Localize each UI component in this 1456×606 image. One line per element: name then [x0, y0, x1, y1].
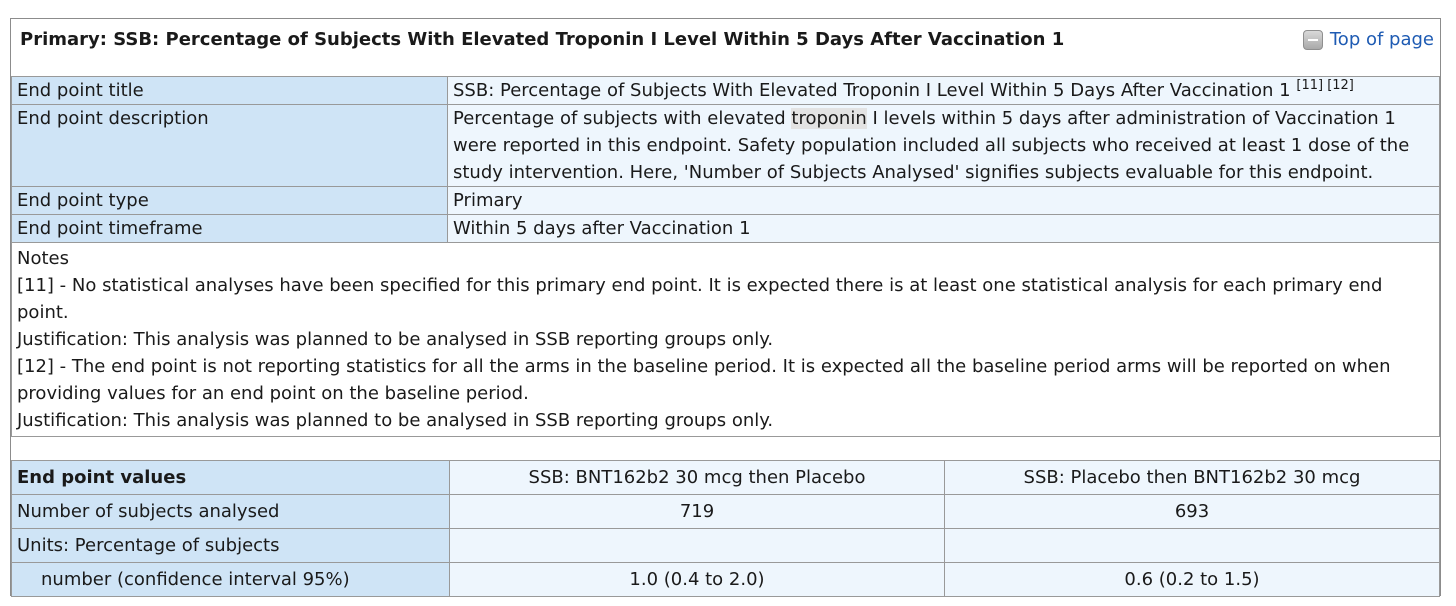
measure-value: 0.6 (0.2 to 1.5) — [944, 562, 1440, 597]
endpoint-panel: Primary: SSB: Percentage of Subjects Wit… — [10, 18, 1441, 597]
analysed-row: Number of subjects analysed 719 693 — [11, 494, 1440, 529]
description-row: End point description Percentage of subj… — [11, 104, 1440, 187]
description-value: Percentage of subjects with elevated tro… — [447, 104, 1440, 187]
collapse-icon[interactable] — [1302, 29, 1323, 50]
type-label: End point type — [11, 186, 448, 215]
type-value: Primary — [447, 186, 1440, 215]
title-value: SSB: Percentage of Subjects With Elevate… — [447, 76, 1440, 105]
note-line: Justification: This analysis was planned… — [17, 410, 774, 431]
title-label: End point title — [11, 76, 448, 105]
type-row: End point type Primary — [11, 186, 1440, 215]
title-text: SSB: Percentage of Subjects With Elevate… — [453, 80, 1291, 101]
measure-value: 1.0 (0.4 to 2.0) — [449, 562, 945, 597]
units-empty-cell — [944, 528, 1440, 563]
units-empty-cell — [449, 528, 945, 563]
units-label: Units: Percentage of subjects — [11, 528, 450, 563]
description-rest: I levels within 5 days after administrat… — [453, 108, 1410, 183]
endpoint-heading: Primary: SSB: Percentage of Subjects Wit… — [20, 29, 1065, 50]
notes-cell: Notes [11] - No statistical analyses hav… — [11, 242, 1440, 437]
highlighted-word: troponin — [791, 108, 867, 129]
timeframe-row: End point timeframe Within 5 days after … — [11, 214, 1440, 243]
measure-label: number (confidence interval 95%) — [11, 562, 450, 597]
note-line: Justification: This analysis was planned… — [17, 329, 774, 350]
values-header-row: End point values SSB: BNT162b2 30 mcg th… — [11, 460, 1440, 495]
notes-heading: Notes — [17, 248, 69, 269]
notes-row: Notes [11] - No statistical analyses hav… — [11, 242, 1440, 437]
description-start: Percentage of subjects with elevated — [453, 108, 792, 129]
title-row: End point title SSB: Percentage of Subje… — [11, 76, 1440, 105]
units-row: Units: Percentage of subjects — [11, 528, 1440, 563]
analysed-value: 693 — [944, 494, 1440, 529]
timeframe-value: Within 5 days after Vaccination 1 — [447, 214, 1440, 243]
top-of-page-link[interactable]: Top of page — [1302, 29, 1434, 50]
note-line: [12] - The end point is not reporting st… — [17, 356, 1391, 404]
description-label: End point description — [11, 104, 448, 187]
analysed-label: Number of subjects analysed — [11, 494, 450, 529]
note-line: [11] - No statistical analyses have been… — [17, 275, 1383, 323]
title-refs: [11] [12] — [1296, 78, 1354, 93]
timeframe-label: End point timeframe — [11, 214, 448, 243]
top-of-page-text[interactable]: Top of page — [1329, 29, 1434, 50]
endpoint-header: Primary: SSB: Percentage of Subjects Wit… — [11, 19, 1440, 77]
endpoint-info-table: End point title SSB: Percentage of Subje… — [11, 76, 1440, 437]
measure-row: number (confidence interval 95%) 1.0 (0.… — [11, 562, 1440, 597]
values-header-label: End point values — [11, 460, 450, 495]
group-header: SSB: BNT162b2 30 mcg then Placebo — [449, 460, 945, 495]
analysed-value: 719 — [449, 494, 945, 529]
group-header: SSB: Placebo then BNT162b2 30 mcg — [944, 460, 1440, 495]
endpoint-values-table: End point values SSB: BNT162b2 30 mcg th… — [11, 460, 1440, 597]
